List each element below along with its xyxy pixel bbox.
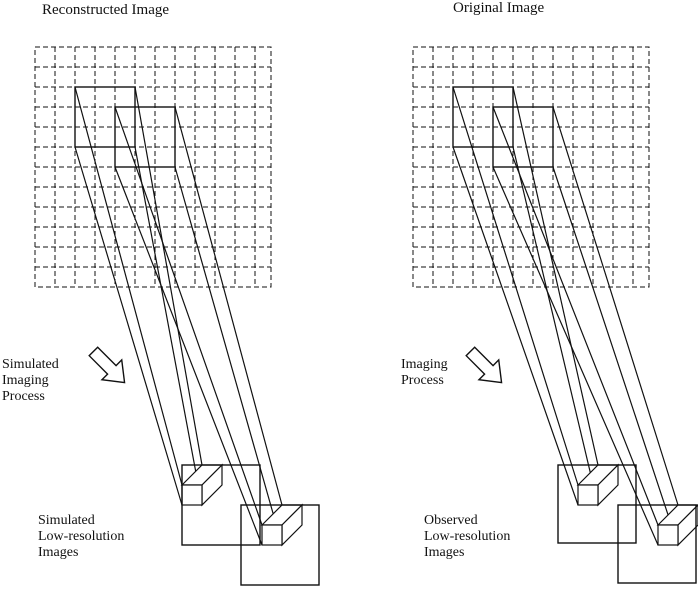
high-res-patches [452,86,554,168]
output-label-line-2: Low-resolution [424,529,510,544]
low-res-image-frames [557,464,697,584]
process-label-line-2: Imaging [2,373,49,388]
process-label-line-1: Simulated [2,357,59,372]
panel-title: Reconstructed Image [42,2,169,18]
high-res-patches [74,86,176,168]
process-label-line-2: Process [401,373,444,388]
hollow-arrow-icon [465,346,503,384]
output-label-line-1: Simulated [38,513,95,528]
process-label-line-1: Imaging [401,357,448,372]
projected-pixel-prisms [576,463,698,547]
output-label-line-3: Images [38,545,78,560]
right-panel: Original Image Im [401,0,698,584]
hollow-arrow-icon [88,346,126,384]
left-panel: Reconstructed Image [2,2,320,586]
output-label-line-1: Observed [424,513,478,528]
low-res-image-frames [181,464,320,586]
panel-title: Original Image [453,0,545,16]
projection-lines [74,86,283,546]
output-label-line-2: Low-resolution [38,529,124,544]
process-label-line-3: Process [2,389,45,404]
output-label-line-3: Images [424,545,464,560]
projection-lines [452,86,679,546]
